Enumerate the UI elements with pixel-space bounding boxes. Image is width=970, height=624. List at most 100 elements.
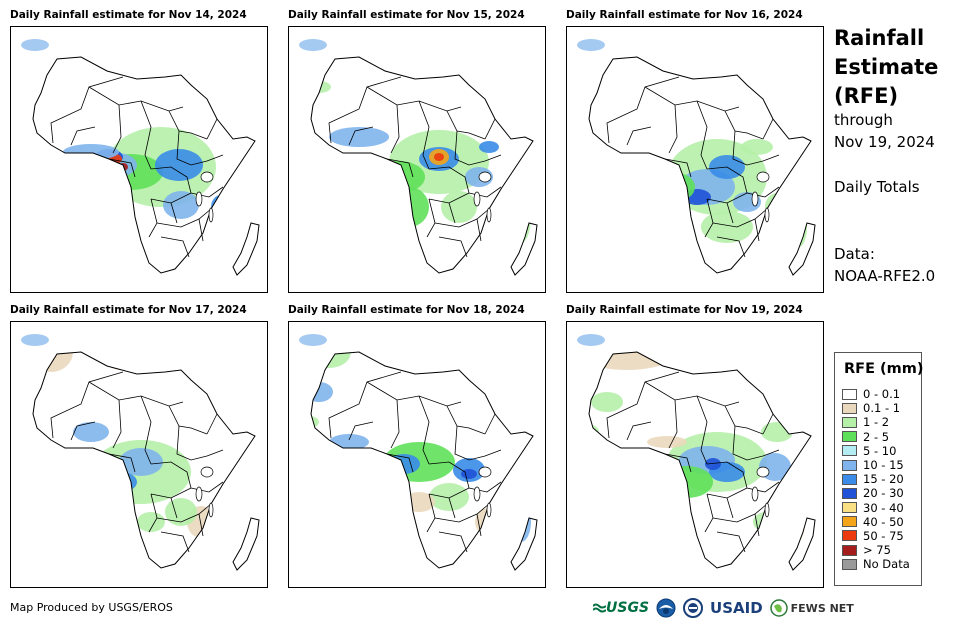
- legend-swatch: [842, 402, 857, 414]
- africa-map-svg: [577, 334, 816, 571]
- rainfall-area: [119, 448, 163, 476]
- legend-label: 15 - 20: [863, 472, 904, 487]
- panel-title-nov17: Daily Rainfall estimate for Nov 17, 2024: [10, 304, 247, 316]
- main-title-line2: Estimate: [834, 55, 939, 79]
- madagascar-outline: [788, 222, 816, 276]
- legend-swatch: [842, 487, 857, 499]
- lakes: [195, 466, 214, 518]
- legend-item: 0.1 - 1: [842, 401, 910, 415]
- through-label: through: [834, 111, 893, 129]
- globe-icon: [769, 599, 788, 617]
- rainfall-map-nov17: [10, 321, 268, 588]
- legend-label: 0 - 0.1: [863, 387, 901, 402]
- rainfall-area: [225, 221, 241, 253]
- rainfall-area: [33, 454, 55, 470]
- legend-label: 1 - 2: [863, 415, 890, 430]
- rainfall-area: [33, 247, 121, 259]
- data-label: Data:: [834, 245, 875, 263]
- legend-swatch: [842, 473, 857, 485]
- rainfall-area: [163, 191, 199, 219]
- main-title: Rainfall Estimate (RFE): [834, 24, 938, 111]
- rainfall-area: [647, 436, 687, 448]
- legend-swatch: [842, 558, 857, 570]
- rainfall-area: [311, 81, 331, 93]
- rainfall-area: [81, 177, 121, 237]
- usgs-logo: USGS: [593, 600, 649, 616]
- rainfall-area: [221, 503, 241, 551]
- africa-coastline: [588, 351, 812, 569]
- rainfall-area: [311, 267, 339, 275]
- totals-label: Daily Totals: [834, 178, 920, 196]
- usaid-logo: USAID: [710, 599, 763, 617]
- rainfall-area: [329, 127, 389, 147]
- africa-coastline: [310, 56, 534, 274]
- country-borders: [50, 371, 224, 553]
- legend-swatch: [842, 445, 857, 457]
- panel-title-nov16: Daily Rainfall estimate for Nov 16, 2024: [566, 9, 803, 21]
- rainfall-area: [741, 139, 773, 155]
- africa-coastline: [32, 351, 256, 569]
- madagascar-outline: [232, 222, 260, 276]
- rainfall-area: [511, 191, 531, 243]
- legend-label: 2 - 5: [863, 429, 890, 444]
- rainfall-area: [33, 73, 37, 101]
- rainfall-map-nov19: [566, 321, 824, 588]
- ocean-rainfall-area: [577, 39, 605, 51]
- map-credit: Map Produced by USGS/EROS: [10, 601, 173, 614]
- rainfall-area: [73, 422, 109, 442]
- through-date: Nov 19, 2024: [834, 133, 935, 151]
- rainfall-area: [311, 382, 333, 402]
- rainfall-area: [701, 211, 753, 243]
- country-borders: [50, 76, 224, 258]
- legend-swatch: [842, 544, 857, 556]
- country-borders: [328, 371, 502, 553]
- rainfall-area: [311, 416, 319, 428]
- usgs-logo-text: USGS: [606, 600, 650, 616]
- rainfall-area: [706, 39, 758, 55]
- legend-swatch: [842, 431, 857, 443]
- panel-title-nov19: Daily Rainfall estimate for Nov 19, 2024: [566, 304, 803, 316]
- africa-map-svg: [21, 39, 260, 276]
- lakes: [473, 466, 492, 518]
- legend-label: 0.1 - 1: [863, 401, 901, 416]
- ocean-rainfall-area: [21, 334, 49, 346]
- rainfall-map-nov16: [566, 26, 824, 293]
- rainfall-area: [705, 458, 721, 470]
- usaid-logo-text: USAID: [710, 599, 763, 617]
- rainfall-area: [441, 191, 477, 223]
- rainfall-map-nov15: [288, 26, 546, 293]
- country-borders: [606, 371, 780, 553]
- rainfall-area: [631, 554, 663, 570]
- rainfall-area: [429, 483, 469, 511]
- legend-item: No Data: [842, 557, 910, 571]
- ocean-rainfall-area: [21, 39, 49, 51]
- data-source: NOAA-RFE2.0: [834, 267, 936, 285]
- africa-map-svg: [21, 334, 260, 571]
- agency-logos: USGS USAID FEWS NET: [593, 597, 861, 619]
- fewsnet-logo: FEWS NET: [769, 599, 854, 617]
- rainfall-map-nov14: [10, 26, 268, 293]
- legend-item: 0 - 0.1: [842, 387, 910, 401]
- country-borders: [328, 76, 502, 258]
- rainfall-area: [667, 560, 707, 570]
- madagascar-outline: [510, 222, 538, 276]
- legend-label: 5 - 10: [863, 443, 897, 458]
- legend-swatch: [842, 388, 857, 400]
- main-title-line3: (RFE): [834, 84, 899, 108]
- rainfall-area: [761, 422, 793, 442]
- africa-coastline: [588, 56, 812, 274]
- rainfall-area: [403, 492, 435, 512]
- rainfall-area: [373, 161, 425, 193]
- legend-item: 10 - 15: [842, 458, 910, 472]
- africa-coastline: [32, 56, 256, 274]
- noaa-seal-icon: [656, 598, 676, 618]
- legend-swatch: [842, 416, 857, 428]
- legend-item: 1 - 2: [842, 415, 910, 429]
- lakes: [751, 171, 770, 223]
- ocean-rainfall-area: [299, 39, 327, 51]
- ocean-rainfall-area: [577, 334, 605, 346]
- panel-title-nov14: Daily Rainfall estimate for Nov 14, 2024: [10, 9, 247, 21]
- legend-swatch: [842, 459, 857, 471]
- legend-swatch: [842, 516, 857, 528]
